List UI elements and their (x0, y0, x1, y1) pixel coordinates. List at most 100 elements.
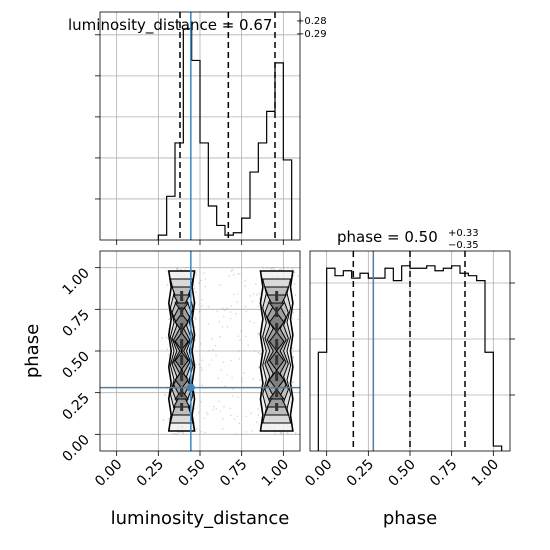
sample-point (193, 284, 195, 287)
x-tick-label-luminosity-distance: 0.25 (134, 457, 167, 490)
sample-point (208, 364, 210, 366)
sample-point (238, 357, 241, 360)
sample-point (193, 407, 196, 410)
sample-point (215, 408, 218, 410)
phase-histogram-panel: phase = 0.50 +0.33 −0.35 (309, 228, 515, 456)
sample-point (266, 267, 269, 269)
sample-point (211, 337, 214, 340)
sample-point (197, 411, 200, 414)
sample-point (226, 307, 228, 310)
phase-histogram-line (317, 265, 503, 451)
sample-point (293, 283, 296, 286)
sample-point (194, 316, 196, 319)
sample-point (212, 349, 214, 351)
sample-point (198, 310, 201, 313)
sample-point (230, 304, 233, 307)
sample-point (253, 322, 255, 324)
sample-point (294, 432, 297, 434)
sample-point (201, 359, 203, 361)
sample-point (172, 432, 175, 435)
sample-point (201, 369, 203, 371)
sample-point (229, 414, 232, 417)
y-tick-label-phase: 0.00 (59, 432, 92, 465)
sample-point (230, 359, 233, 362)
x-tick-label-phase: 0.25 (344, 457, 377, 490)
sample-point (201, 298, 203, 301)
sample-point (198, 363, 200, 366)
sample-point (297, 318, 299, 321)
sample-point (232, 395, 234, 397)
sample-point (297, 275, 299, 277)
sample-point (269, 267, 272, 270)
sample-point (259, 353, 262, 356)
sample-point (291, 267, 294, 270)
sample-point (168, 318, 171, 320)
sample-point (240, 330, 242, 333)
sample-point (223, 406, 225, 408)
sample-point (245, 415, 247, 418)
sample-point (279, 433, 282, 435)
sample-point (291, 347, 294, 350)
sample-point (257, 414, 260, 416)
sample-point (260, 352, 262, 355)
x-tick-label-phase: 1.00 (469, 457, 502, 490)
sample-point (207, 305, 210, 308)
y-tick-label-phase: 0.50 (59, 349, 92, 382)
sample-point (213, 405, 215, 408)
sample-point (237, 396, 239, 398)
sample-point (166, 283, 169, 286)
sample-point (243, 371, 245, 374)
sample-point (204, 285, 207, 288)
x-tick-label-luminosity-distance: 0.00 (92, 457, 125, 490)
sample-point (239, 273, 241, 275)
sample-point (161, 337, 164, 339)
sample-point (258, 298, 261, 300)
sample-point (195, 291, 197, 294)
sample-point (201, 384, 204, 386)
sample-point (235, 433, 238, 435)
sample-point (257, 352, 260, 354)
sample-point (259, 379, 261, 381)
sample-point (241, 381, 243, 383)
sample-point (292, 356, 295, 358)
sample-point (232, 293, 235, 296)
sample-point (252, 377, 255, 380)
sample-point (247, 344, 250, 347)
sample-point (233, 418, 236, 420)
x-tick-label-luminosity-distance: 0.50 (175, 457, 208, 490)
sample-point (237, 350, 240, 352)
sample-point (239, 339, 241, 341)
sample-point (256, 332, 259, 335)
joint-scatter-panel (95, 250, 301, 456)
phase-upper-error: +0.33 (448, 228, 479, 239)
x-tick-label-phase: 0.00 (302, 457, 335, 490)
sample-point (241, 433, 243, 436)
sample-point (226, 326, 229, 328)
sample-point (287, 267, 289, 269)
sample-point (283, 266, 286, 269)
sample-point (203, 272, 205, 274)
sample-point (176, 267, 178, 270)
luminosity-distance-histogram-line (157, 28, 293, 240)
sample-point (221, 307, 224, 310)
sample-point (165, 270, 168, 272)
sample-point (168, 353, 170, 356)
sample-point (258, 292, 261, 295)
sample-point (185, 267, 187, 269)
sample-point (229, 311, 232, 313)
sample-point (227, 275, 230, 277)
sample-point (194, 318, 197, 320)
sample-point (205, 411, 208, 414)
x-tick-label-phase: 0.75 (427, 457, 460, 490)
sample-point (257, 305, 260, 308)
sample-point (231, 377, 233, 379)
x-tick-label-phase: 0.50 (385, 457, 418, 490)
sample-point (203, 417, 206, 419)
sample-point (204, 278, 207, 280)
sample-point (252, 293, 255, 295)
sample-point (199, 343, 202, 345)
sample-point (230, 317, 232, 320)
sample-point (200, 367, 203, 369)
sample-point (245, 431, 248, 433)
